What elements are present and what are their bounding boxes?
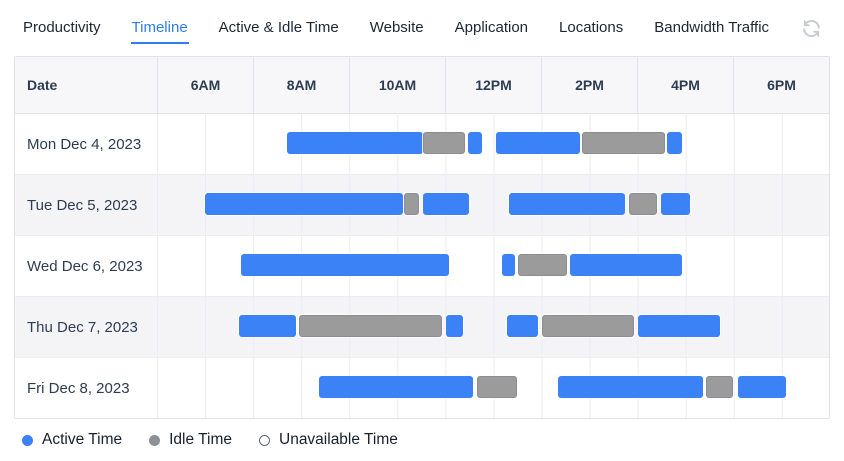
active-time-bar[interactable] xyxy=(509,193,626,215)
idle-time-bar[interactable] xyxy=(541,315,635,337)
idle-time-bar[interactable] xyxy=(581,132,666,154)
active-time-bar[interactable] xyxy=(569,254,682,276)
time-header-12pm: 12PM xyxy=(445,57,541,113)
row-date: Thu Dec 7, 2023 xyxy=(27,318,138,336)
timeline-track xyxy=(157,175,829,235)
row-date: Tue Dec 5, 2023 xyxy=(27,196,138,214)
time-header-6am: 6AM xyxy=(157,57,253,113)
legend-item-active: Active Time xyxy=(22,431,122,449)
active-time-bar[interactable] xyxy=(468,132,482,154)
tab-bar: Productivity Timeline Active & Idle Time… xyxy=(0,0,844,56)
legend-item-unavailable: Unavailable Time xyxy=(259,431,398,449)
active-time-bar[interactable] xyxy=(501,254,515,276)
legend-label: Active Time xyxy=(42,431,123,448)
timeline-track xyxy=(157,236,829,296)
idle-time-bar[interactable] xyxy=(517,254,567,276)
legend: Active Time Idle Time Unavailable Time xyxy=(22,431,844,449)
refresh-button[interactable] xyxy=(801,18,822,39)
tab-timeline[interactable]: Timeline xyxy=(130,13,189,44)
active-time-bar[interactable] xyxy=(239,315,296,337)
tab-productivity[interactable]: Productivity xyxy=(22,13,102,44)
timeline-row: Fri Dec 8, 2023 xyxy=(15,357,829,418)
row-date: Wed Dec 6, 2023 xyxy=(27,257,143,275)
active-time-bar[interactable] xyxy=(660,193,690,215)
tab-application[interactable]: Application xyxy=(454,13,529,44)
active-time-bar[interactable] xyxy=(319,376,473,398)
idle-time-dot-icon xyxy=(149,434,161,446)
tab-website[interactable]: Website xyxy=(369,13,425,44)
active-time-bar[interactable] xyxy=(445,315,464,337)
timeline-row: Tue Dec 5, 2023 xyxy=(15,174,829,235)
active-time-bar[interactable] xyxy=(737,376,787,398)
table-header-row: Date 6AM 8AM 10AM 12PM 2PM 4PM 6PM xyxy=(15,57,829,114)
idle-time-bar[interactable] xyxy=(476,376,517,398)
active-time-bar[interactable] xyxy=(496,132,581,154)
timeline-row: Wed Dec 6, 2023 xyxy=(15,235,829,296)
date-column-header: Date xyxy=(27,77,58,93)
time-header-10am: 10AM xyxy=(349,57,445,113)
legend-item-idle: Idle Time xyxy=(149,431,232,449)
active-time-bar[interactable] xyxy=(507,315,538,337)
timeline-row: Thu Dec 7, 2023 xyxy=(15,296,829,357)
idle-time-bar[interactable] xyxy=(298,315,443,337)
time-header-8am: 8AM xyxy=(253,57,349,113)
timeline-table: Date 6AM 8AM 10AM 12PM 2PM 4PM 6PM Mon D… xyxy=(14,56,830,419)
idle-time-bar[interactable] xyxy=(628,193,658,215)
row-date: Fri Dec 8, 2023 xyxy=(27,379,130,397)
active-time-bar[interactable] xyxy=(241,254,449,276)
active-time-bar[interactable] xyxy=(205,193,403,215)
timeline-body: Mon Dec 4, 2023 Tue Dec 5, 2023 Wed Dec 6,… xyxy=(15,114,829,418)
tab-active-idle-time[interactable]: Active & Idle Time xyxy=(218,13,340,44)
idle-time-bar[interactable] xyxy=(705,376,734,398)
timeline-row: Mon Dec 4, 2023 xyxy=(15,114,829,174)
active-time-bar[interactable] xyxy=(558,376,704,398)
timeline-track xyxy=(157,114,829,174)
legend-label: Unavailable Time xyxy=(279,431,398,448)
tab-locations[interactable]: Locations xyxy=(558,13,624,44)
active-time-bar[interactable] xyxy=(666,132,683,154)
row-date: Mon Dec 4, 2023 xyxy=(27,135,142,153)
tab-bandwidth-traffic[interactable]: Bandwidth Traffic xyxy=(653,13,770,44)
refresh-icon xyxy=(801,19,822,42)
timeline-track xyxy=(157,297,829,357)
idle-time-bar[interactable] xyxy=(404,193,419,215)
idle-time-bar[interactable] xyxy=(422,132,465,154)
active-time-bar[interactable] xyxy=(422,193,469,215)
time-header-6pm: 6PM xyxy=(733,57,829,113)
active-time-dot-icon xyxy=(22,434,33,446)
time-header-2pm: 2PM xyxy=(541,57,637,113)
unavailable-time-circle-icon xyxy=(259,434,270,446)
time-header-4pm: 4PM xyxy=(637,57,733,113)
legend-label: Idle Time xyxy=(169,431,232,448)
active-time-bar[interactable] xyxy=(637,315,721,337)
active-time-bar[interactable] xyxy=(286,132,423,154)
timeline-track xyxy=(157,358,829,418)
